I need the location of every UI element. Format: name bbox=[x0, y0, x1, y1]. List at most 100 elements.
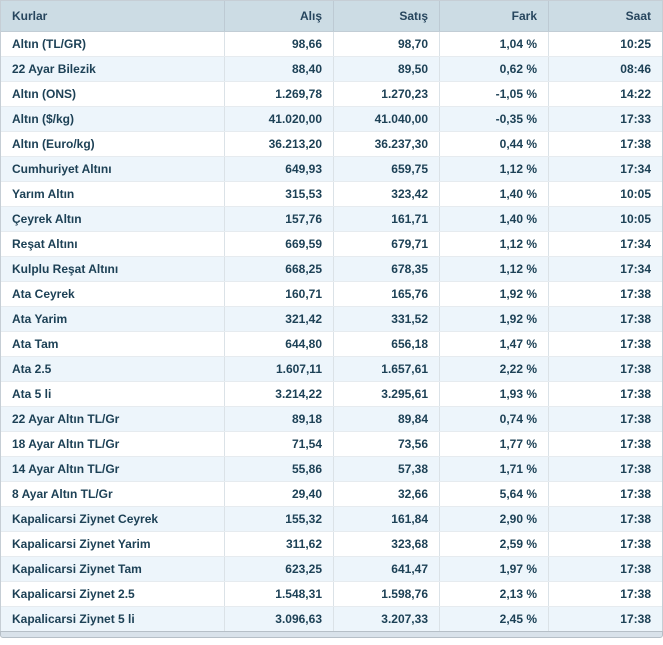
cell-buy: 89,18 bbox=[224, 407, 333, 431]
cell-buy: 155,32 bbox=[224, 507, 333, 531]
cell-change: 1,92 % bbox=[439, 307, 548, 331]
cell-name: Kapalicarsi Ziynet 5 li bbox=[12, 612, 135, 626]
cell-sell: 41.040,00 bbox=[333, 107, 439, 131]
table-footer-bar bbox=[0, 631, 663, 638]
cell-sell: 323,42 bbox=[333, 182, 439, 206]
cell-sell: 165,76 bbox=[333, 282, 439, 306]
table-row: Çeyrek Altın 157,76 161,71 1,40 % 10:05 bbox=[1, 206, 662, 231]
cell-name: 8 Ayar Altın TL/Gr bbox=[12, 487, 113, 501]
cell-name: Ata 5 li bbox=[12, 387, 52, 401]
cell-change: -0,35 % bbox=[439, 107, 548, 131]
table-header-row: Kurlar Alış Satış Fark Saat bbox=[1, 1, 662, 32]
cell-time: 17:38 bbox=[548, 132, 662, 156]
cell-sell: 641,47 bbox=[333, 557, 439, 581]
table-row: Altın (Euro/kg) 36.213,20 36.237,30 0,44 % 1… bbox=[1, 131, 662, 156]
cell-change: 1,71 % bbox=[439, 457, 548, 481]
cell-buy: 3.096,63 bbox=[224, 607, 333, 631]
cell-sell: 161,84 bbox=[333, 507, 439, 531]
cell-change: 1,40 % bbox=[439, 182, 548, 206]
cell-change: 1,40 % bbox=[439, 207, 548, 231]
cell-sell: 1.270,23 bbox=[333, 82, 439, 106]
table-row: Kapalicarsi Ziynet 2.5 1.548,31 1.598,76 2,… bbox=[1, 581, 662, 606]
cell-time: 17:38 bbox=[548, 382, 662, 406]
cell-change: 2,90 % bbox=[439, 507, 548, 531]
cell-time: 17:33 bbox=[548, 107, 662, 131]
cell-buy: 644,80 bbox=[224, 332, 333, 356]
cell-buy: 311,62 bbox=[224, 532, 333, 556]
table-row: 14 Ayar Altın TL/Gr 55,86 57,38 1,71 % 17:38 bbox=[1, 456, 662, 481]
table-row: Kapalicarsi Ziynet Ceyrek 155,32 161,84 2,9… bbox=[1, 506, 662, 531]
cell-sell: 89,84 bbox=[333, 407, 439, 431]
cell-time: 17:38 bbox=[548, 582, 662, 606]
cell-change: 5,64 % bbox=[439, 482, 548, 506]
cell-time: 17:38 bbox=[548, 332, 662, 356]
cell-change: 1,93 % bbox=[439, 382, 548, 406]
cell-buy: 321,42 bbox=[224, 307, 333, 331]
column-header-saat: Saat bbox=[548, 1, 662, 31]
cell-buy: 623,25 bbox=[224, 557, 333, 581]
cell-name: Ata Tam bbox=[12, 337, 59, 351]
cell-time: 10:05 bbox=[548, 207, 662, 231]
cell-name: Altın (Euro/kg) bbox=[12, 137, 95, 151]
cell-sell: 1.598,76 bbox=[333, 582, 439, 606]
cell-name: Ata 2.5 bbox=[12, 362, 52, 376]
cell-time: 17:34 bbox=[548, 232, 662, 256]
cell-buy: 41.020,00 bbox=[224, 107, 333, 131]
table-row: 18 Ayar Altın TL/Gr 71,54 73,56 1,77 % 17:38 bbox=[1, 431, 662, 456]
cell-time: 17:38 bbox=[548, 457, 662, 481]
cell-sell: 678,35 bbox=[333, 257, 439, 281]
cell-buy: 55,86 bbox=[224, 457, 333, 481]
cell-buy: 71,54 bbox=[224, 432, 333, 456]
cell-change: 0,74 % bbox=[439, 407, 548, 431]
table-row: Altın (TL/GR) 98,66 98,70 1,04 % 10:25 bbox=[1, 32, 662, 56]
column-header-fark: Fark bbox=[439, 1, 548, 31]
cell-name: Kapalicarsi Ziynet Yarim bbox=[12, 537, 151, 551]
cell-name: Ata Yarim bbox=[12, 312, 68, 326]
column-header-satis: Satış bbox=[333, 1, 439, 31]
cell-buy: 29,40 bbox=[224, 482, 333, 506]
cell-sell: 331,52 bbox=[333, 307, 439, 331]
cell-change: 1,04 % bbox=[439, 32, 548, 56]
cell-change: 2,22 % bbox=[439, 357, 548, 381]
table-row: Kapalicarsi Ziynet Tam 623,25 641,47 1,97 %… bbox=[1, 556, 662, 581]
cell-name: Kapalicarsi Ziynet 2.5 bbox=[12, 587, 135, 601]
table-row: 22 Ayar Altın TL/Gr 89,18 89,84 0,74 % 17:38 bbox=[1, 406, 662, 431]
cell-name: Altın (ONS) bbox=[12, 87, 76, 101]
cell-change: 1,97 % bbox=[439, 557, 548, 581]
cell-change: 1,47 % bbox=[439, 332, 548, 356]
cell-change: 0,44 % bbox=[439, 132, 548, 156]
cell-sell: 89,50 bbox=[333, 57, 439, 81]
cell-time: 17:34 bbox=[548, 257, 662, 281]
cell-sell: 3.295,61 bbox=[333, 382, 439, 406]
cell-time: 17:38 bbox=[548, 282, 662, 306]
cell-change: 1,12 % bbox=[439, 232, 548, 256]
cell-buy: 157,76 bbox=[224, 207, 333, 231]
cell-buy: 36.213,20 bbox=[224, 132, 333, 156]
cell-buy: 669,59 bbox=[224, 232, 333, 256]
cell-name: Yarım Altın bbox=[12, 187, 75, 201]
rates-table: Kurlar Alış Satış Fark Saat Altın (TL/GR… bbox=[0, 0, 663, 631]
table-body: Altın (TL/GR) 98,66 98,70 1,04 % 10:25 22 Aya… bbox=[1, 32, 662, 631]
cell-sell: 32,66 bbox=[333, 482, 439, 506]
cell-time: 17:38 bbox=[548, 307, 662, 331]
cell-sell: 656,18 bbox=[333, 332, 439, 356]
cell-buy: 315,53 bbox=[224, 182, 333, 206]
cell-name: 22 Ayar Altın TL/Gr bbox=[12, 412, 120, 426]
cell-name: Reşat Altını bbox=[12, 237, 78, 251]
cell-change: 1,12 % bbox=[439, 157, 548, 181]
cell-sell: 161,71 bbox=[333, 207, 439, 231]
table-row: Altın (ONS) 1.269,78 1.270,23 -1,05 % 14:22 bbox=[1, 81, 662, 106]
cell-time: 17:38 bbox=[548, 357, 662, 381]
cell-name: Altın ($/kg) bbox=[12, 112, 74, 126]
cell-sell: 36.237,30 bbox=[333, 132, 439, 156]
cell-time: 08:46 bbox=[548, 57, 662, 81]
cell-sell: 679,71 bbox=[333, 232, 439, 256]
table-row: Kulplu Reşat Altını 668,25 678,35 1,12 % 17:… bbox=[1, 256, 662, 281]
cell-change: 2,59 % bbox=[439, 532, 548, 556]
cell-change: -1,05 % bbox=[439, 82, 548, 106]
table-row: Yarım Altın 315,53 323,42 1,40 % 10:05 bbox=[1, 181, 662, 206]
table-row: 8 Ayar Altın TL/Gr 29,40 32,66 5,64 % 17:38 bbox=[1, 481, 662, 506]
cell-time: 17:34 bbox=[548, 157, 662, 181]
cell-buy: 98,66 bbox=[224, 32, 333, 56]
cell-time: 17:38 bbox=[548, 557, 662, 581]
